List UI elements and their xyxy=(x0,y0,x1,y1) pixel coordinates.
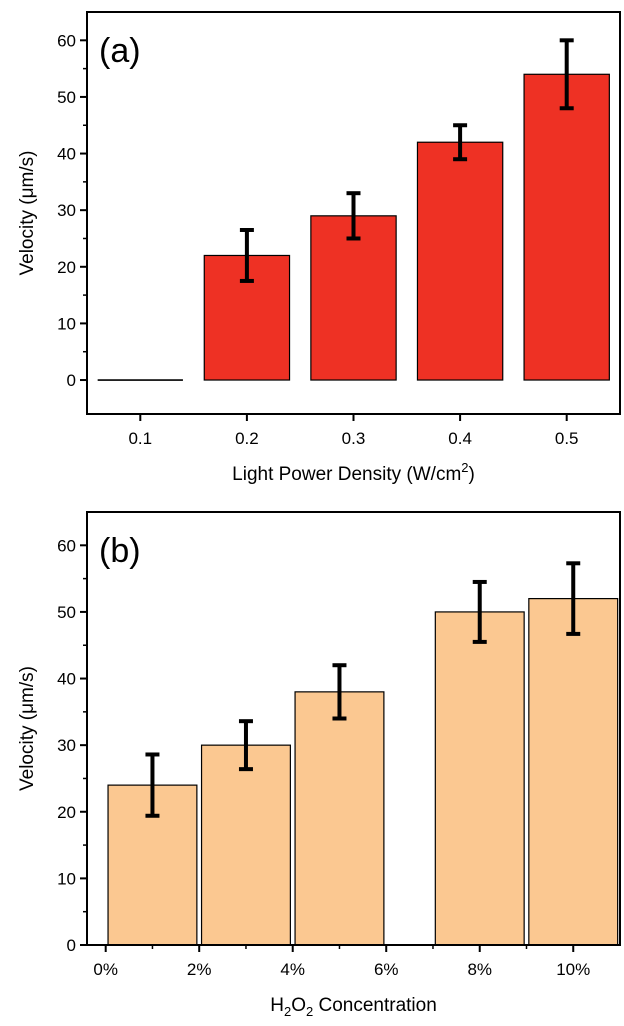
x-axis-title-rest: Concentration xyxy=(313,995,437,1016)
bar-3 xyxy=(295,692,384,945)
x-tick-label-10%: 10% xyxy=(556,960,590,979)
y-tick-label-0: 0 xyxy=(67,371,76,390)
y-tick-label-0: 0 xyxy=(67,936,76,955)
x-tick-label-4%: 4% xyxy=(280,960,305,979)
x-axis-title-main: Light Power Density (W/cm xyxy=(232,464,461,485)
x-tick-label-2%: 2% xyxy=(187,960,212,979)
x-tick-label-6%: 6% xyxy=(374,960,399,979)
y-tick-label-50: 50 xyxy=(57,88,76,107)
panel-b: 0 10 20 30 40 50 60 0% 2% 4% 6% 8% 10% (b) Velocity (μ… xyxy=(17,512,620,1019)
y-axis-title: Velocity (μm/s) xyxy=(17,666,38,791)
bar-5 xyxy=(529,599,618,945)
x-axis-title-superscript: 2 xyxy=(461,460,468,475)
panel-label: (a) xyxy=(99,32,141,70)
y-tick-label-20: 20 xyxy=(57,258,76,277)
bar-4 xyxy=(435,612,524,945)
x-axis-title: H2O2 Concentration xyxy=(270,995,437,1019)
y-axis-title: Velocity (μm/s) xyxy=(17,151,38,276)
y-tick-label-40: 40 xyxy=(57,670,76,689)
x-tick-label-0.2: 0.2 xyxy=(235,429,259,448)
y-tick-label-30: 30 xyxy=(57,736,76,755)
y-tick-label-50: 50 xyxy=(57,603,76,622)
x-tick-label-8%: 8% xyxy=(467,960,492,979)
y-tick-label-10: 10 xyxy=(57,869,76,888)
x-tick-label-0.5: 0.5 xyxy=(555,429,579,448)
bar-2 xyxy=(202,745,291,945)
panel-a: 0 10 20 30 40 50 60 0.1 0.2 0.3 0.4 0.5 (a) Velocity … xyxy=(17,12,620,485)
bar-5 xyxy=(524,74,609,380)
x-tick-label-0.3: 0.3 xyxy=(342,429,366,448)
x-axis-title-h: H xyxy=(270,995,284,1016)
x-axis-title-end: ) xyxy=(469,464,475,485)
bar-4 xyxy=(417,142,502,380)
x-tick-label-0%: 0% xyxy=(93,960,118,979)
y-tick-label-40: 40 xyxy=(57,145,76,164)
y-tick-label-30: 30 xyxy=(57,201,76,220)
x-axis-title-o: O xyxy=(291,995,306,1016)
y-tick-label-60: 60 xyxy=(57,31,76,50)
y-tick-label-20: 20 xyxy=(57,803,76,822)
x-axis-title-subscript-2: 2 xyxy=(306,1004,313,1019)
y-tick-label-10: 10 xyxy=(57,314,76,333)
x-axis-title-subscript-1: 2 xyxy=(284,1004,291,1019)
x-tick-label-0.1: 0.1 xyxy=(128,429,152,448)
x-axis-title: Light Power Density (W/cm2) xyxy=(232,460,475,485)
y-tick-label-60: 60 xyxy=(57,536,76,555)
panel-label: (b) xyxy=(99,532,141,570)
x-tick-label-0.4: 0.4 xyxy=(448,429,472,448)
